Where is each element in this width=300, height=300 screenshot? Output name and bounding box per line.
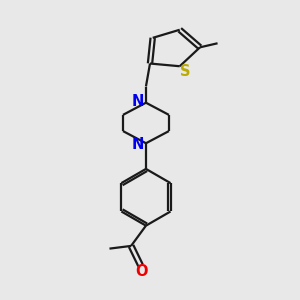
Text: S: S — [180, 64, 191, 79]
Text: N: N — [132, 137, 144, 152]
Text: O: O — [135, 264, 148, 279]
Text: N: N — [132, 94, 144, 109]
